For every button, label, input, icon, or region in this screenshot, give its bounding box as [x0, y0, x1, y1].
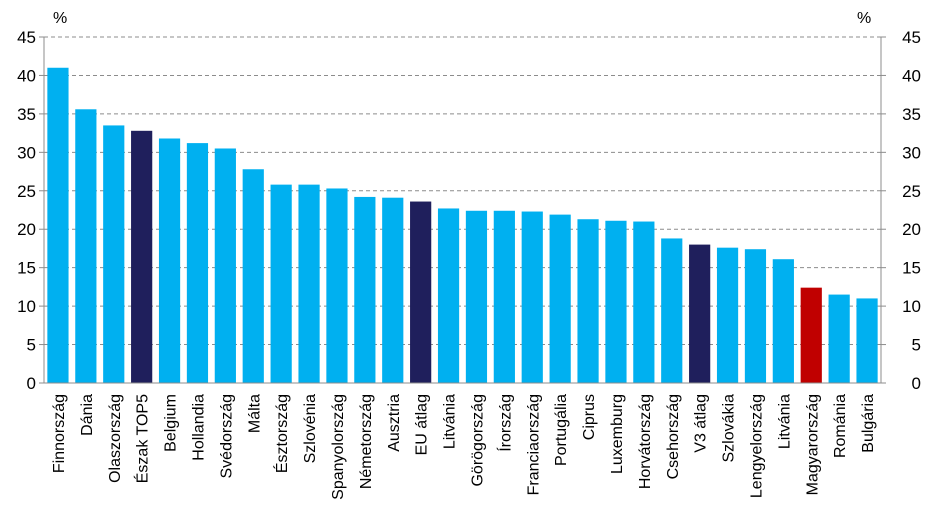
- bar-3: [103, 125, 125, 383]
- category-label: Észak TOP5: [133, 394, 152, 483]
- bar-17: [493, 210, 515, 383]
- bar-2: [75, 109, 97, 383]
- bar-12: [354, 196, 376, 383]
- right-tick-label: 45: [902, 28, 921, 47]
- category-label: Észtország: [272, 394, 291, 473]
- category-label: Görögország: [469, 394, 486, 487]
- bar-21: [605, 220, 627, 383]
- right-tick-label: 25: [902, 182, 921, 201]
- category-label: EU átlag: [414, 394, 431, 455]
- bar-27: [772, 259, 794, 383]
- bar-25: [716, 247, 739, 383]
- right-tick-label: 10: [902, 297, 921, 316]
- right-tick-label: 30: [902, 143, 921, 162]
- category-label: Horvátország: [637, 394, 654, 489]
- category-label: Szlovákia: [721, 394, 738, 463]
- bar-9: [270, 184, 292, 383]
- category-label: Szlovénia: [302, 394, 319, 463]
- category-label: Lengyelország: [748, 394, 765, 498]
- bar-28: [800, 287, 822, 383]
- right-tick-label: 35: [902, 105, 921, 124]
- bar-15: [437, 208, 460, 383]
- left-tick-label: 20: [17, 220, 36, 239]
- right-tick-label: 40: [902, 66, 921, 85]
- category-label: Románia: [832, 394, 849, 458]
- right-tick-label: 5: [912, 336, 921, 355]
- category-label: Írország: [495, 394, 514, 452]
- left-tick-label: 45: [17, 28, 36, 47]
- category-label: Belgium: [163, 394, 180, 452]
- left-tick-label: 10: [17, 297, 36, 316]
- bar-20: [577, 219, 599, 383]
- left-tick-labels: 0 5 10 15 20 25 30 35 40 45: [17, 28, 36, 393]
- left-tick-label: 40: [17, 66, 36, 85]
- bar-13: [382, 197, 404, 383]
- bar-6: [186, 143, 209, 383]
- axes: [39, 36, 886, 384]
- category-label: Portugália: [553, 394, 570, 466]
- left-tick-label: 30: [17, 143, 36, 162]
- right-tick-label: 0: [912, 374, 921, 393]
- category-label: Litvánia: [442, 394, 459, 449]
- left-tick-label: 15: [17, 259, 36, 278]
- category-label: Ciprus: [581, 394, 598, 440]
- category-label: Németország: [358, 394, 375, 489]
- left-axis-unit: %: [53, 10, 67, 27]
- bar-19: [549, 214, 571, 383]
- left-tick-label: 0: [27, 374, 36, 393]
- category-label: Spanyolország: [330, 394, 347, 500]
- bar-10: [298, 184, 320, 383]
- category-label: Litvánia: [776, 394, 793, 449]
- bar-18: [521, 211, 543, 383]
- right-tick-label: 15: [902, 259, 921, 278]
- bar-23: [661, 238, 683, 383]
- category-label: Svédország: [218, 394, 235, 479]
- bar-30: [856, 298, 878, 383]
- bar-22: [633, 221, 655, 383]
- left-tick-label: 35: [17, 105, 36, 124]
- category-label: Csehország: [665, 394, 682, 479]
- bar-7: [214, 148, 236, 383]
- category-label: Luxemburg: [609, 394, 626, 474]
- category-labels: Finnország Dánia Olaszország Észak TOP5 Belg…: [51, 394, 877, 500]
- bar-11: [326, 188, 348, 383]
- bars: [47, 67, 878, 383]
- category-label: Hollandia: [190, 394, 207, 461]
- bar-8: [242, 169, 264, 383]
- right-tick-label: 20: [902, 220, 921, 239]
- left-tick-label: 5: [27, 336, 36, 355]
- category-label: Bulgária: [860, 394, 877, 453]
- left-tick-label: 25: [17, 182, 36, 201]
- category-label: Málta: [246, 394, 263, 433]
- bar-26: [744, 249, 767, 383]
- right-axis-unit: %: [857, 10, 871, 27]
- category-label: V3 átlag: [693, 394, 710, 453]
- category-label: Franciaország: [525, 394, 542, 495]
- bar-16: [465, 210, 488, 383]
- bar-5: [158, 138, 181, 383]
- category-label: Dánia: [79, 394, 96, 436]
- category-label: Olaszország: [107, 394, 124, 483]
- category-label: Ausztria: [386, 394, 403, 452]
- bar-1: [47, 67, 69, 383]
- category-label: Finnország: [51, 394, 68, 473]
- category-label: Magyarország: [804, 394, 821, 495]
- bar-4: [131, 130, 153, 383]
- bar-14: [410, 201, 432, 383]
- bar-29: [828, 294, 850, 383]
- bar-24: [689, 244, 711, 383]
- right-tick-labels: 0 5 10 15 20 25 30 35 40 45: [902, 28, 921, 393]
